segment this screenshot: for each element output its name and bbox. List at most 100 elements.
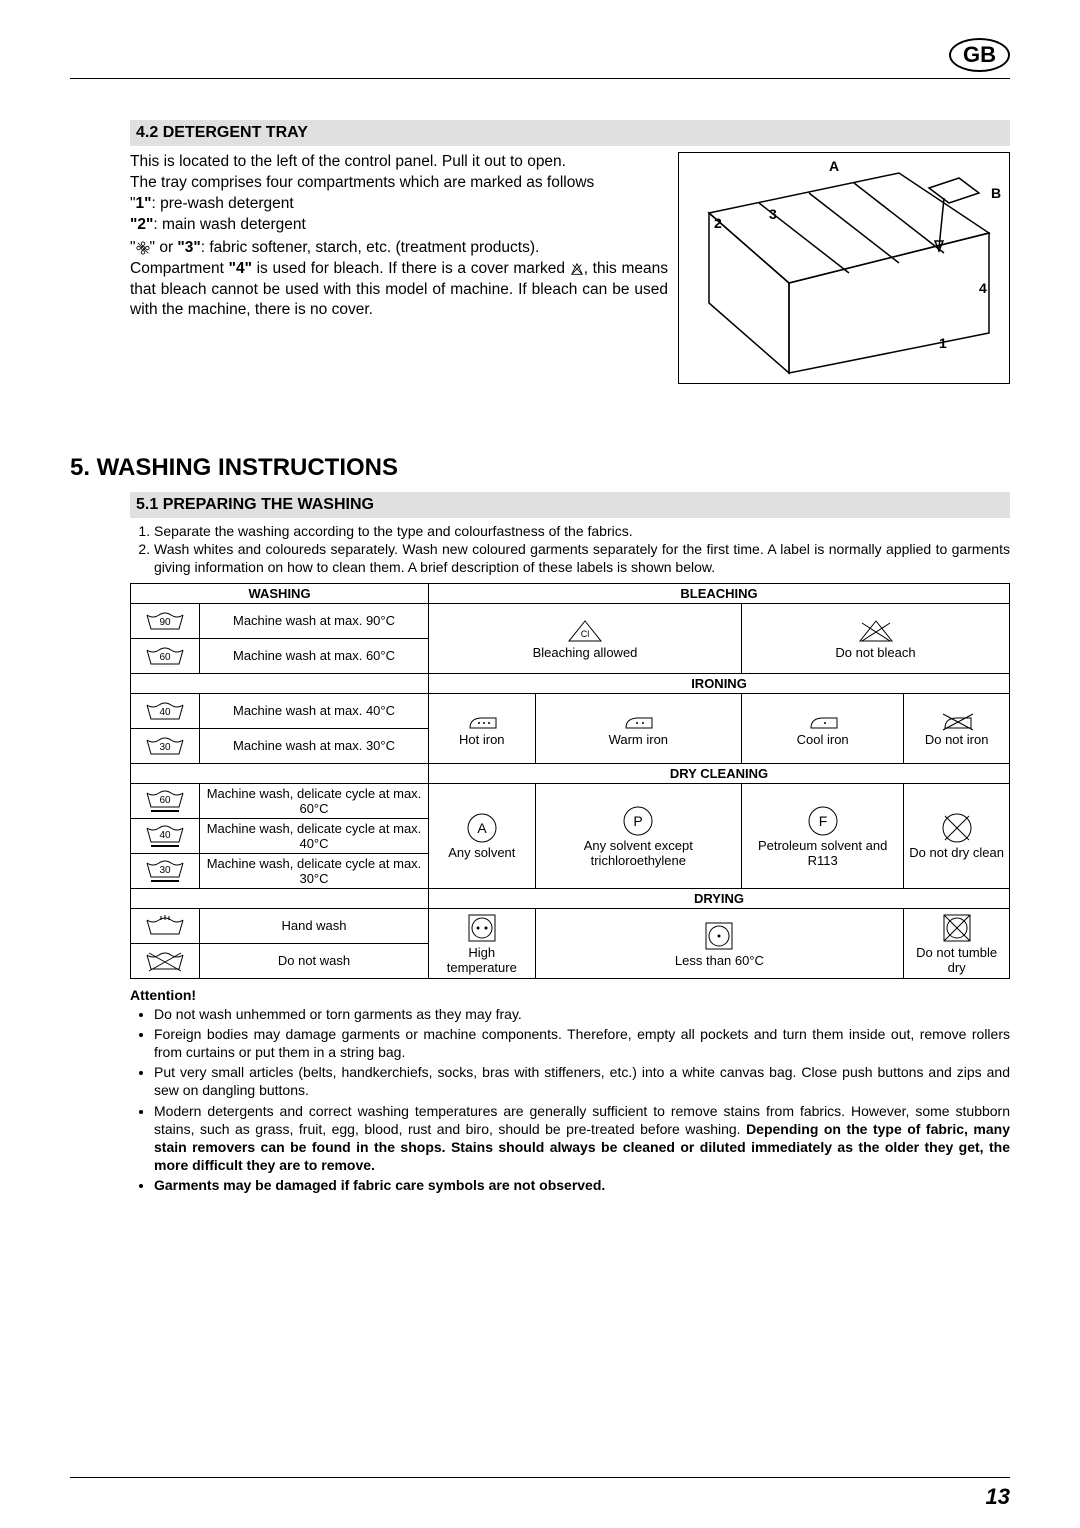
- sym-d60: 60: [131, 783, 200, 818]
- li2: "2": main wash detergent: [130, 215, 668, 236]
- spacer3: [131, 888, 429, 908]
- region-badge: GB: [949, 38, 1010, 72]
- three: "3": [177, 239, 200, 256]
- attention-block: Attention! Do not wash unhemmed or torn …: [130, 987, 1010, 1195]
- att-2: Foreign bodies may damage garments or ma…: [154, 1025, 1010, 1061]
- page-number: 13: [986, 1484, 1010, 1510]
- donottumble-label: Do not tumble dry: [908, 945, 1005, 975]
- anysolvent-cell: A Any solvent: [429, 783, 536, 888]
- att-5: Garments may be damaged if fabric care s…: [154, 1176, 1010, 1194]
- li3d: : fabric softener, starch, etc. (treatme…: [201, 239, 540, 256]
- donotbleach-cell: Do not bleach: [742, 603, 1010, 673]
- cooliron-label: Cool iron: [746, 732, 899, 747]
- hdr-washing: WASHING: [131, 583, 429, 603]
- warmiron-label: Warm iron: [540, 732, 737, 747]
- label-B: B: [991, 185, 1001, 201]
- prep-list: Separate the washing according to the ty…: [130, 522, 1010, 577]
- svg-text:F: F: [818, 813, 827, 829]
- svg-text:P: P: [634, 813, 643, 829]
- svg-text:30: 30: [159, 865, 171, 876]
- attention-list: Do not wash unhemmed or torn garments as…: [130, 1005, 1010, 1195]
- li3: "" or "3": fabric softener, starch, etc.…: [130, 238, 668, 259]
- bleach-allowed-label: Bleaching allowed: [433, 645, 737, 660]
- one: 1": [136, 195, 152, 212]
- attention-title: Attention!: [130, 987, 1010, 1003]
- sym-40: 40: [131, 693, 200, 728]
- sym-90: 90: [131, 603, 200, 638]
- svg-text:60: 60: [159, 652, 171, 663]
- sym-60: 60: [131, 638, 200, 673]
- content-area: 4.2 DETERGENT TRAY This is located to th…: [70, 120, 1010, 1194]
- sym-d30: 30: [131, 853, 200, 888]
- fsolvent-cell: F Petroleum solvent and R113: [742, 783, 904, 888]
- bottom-rule: [70, 1477, 1010, 1478]
- desc-d60: Machine wash, delicate cycle at max. 60°…: [200, 783, 429, 818]
- spacer: [131, 673, 429, 693]
- att-3: Put very small articles (belts, handkerc…: [154, 1063, 1010, 1099]
- svg-text:Cl: Cl: [581, 629, 590, 639]
- att-1: Do not wash unhemmed or torn garments as…: [154, 1005, 1010, 1023]
- two: "2": [130, 216, 153, 233]
- hdr-drying: DRYING: [429, 888, 1010, 908]
- page: GB 4.2 DETERGENT TRAY This is located to…: [0, 0, 1080, 1528]
- hotiron-label: Hot iron: [433, 732, 531, 747]
- p3c: is used for bleach. If there is a cover …: [252, 260, 570, 277]
- hdr-bleaching: BLEACHING: [429, 583, 1010, 603]
- p1: This is located to the left of the contr…: [130, 152, 668, 173]
- warm-iron-cell: Warm iron: [535, 693, 741, 763]
- psolvent-label: Any solvent except trichloroethylene: [540, 838, 737, 868]
- desc-90: Machine wash at max. 90°C: [200, 603, 429, 638]
- svg-text:40: 40: [159, 707, 171, 718]
- section-4-2-text: This is located to the left of the contr…: [130, 152, 668, 384]
- svg-text:40: 40: [159, 830, 171, 841]
- or: " or: [150, 239, 178, 256]
- lessthan60-cell: Less than 60°C: [535, 908, 904, 978]
- prep-1: Separate the washing according to the ty…: [154, 522, 1010, 540]
- sym-d40: 40: [131, 818, 200, 853]
- fsolvent-label: Petroleum solvent and R113: [746, 838, 899, 868]
- desc-d30: Machine wash, delicate cycle at max. 30°…: [200, 853, 429, 888]
- four: "4": [229, 260, 252, 277]
- sym-donotwash: [131, 943, 200, 978]
- spacer2: [131, 763, 429, 783]
- anysolvent-label: Any solvent: [433, 845, 531, 860]
- label-2: 2: [714, 215, 722, 231]
- donottumble-cell: Do not tumble dry: [904, 908, 1010, 978]
- label-4: 4: [979, 280, 987, 296]
- top-rule: [70, 78, 1010, 79]
- svg-text:A: A: [477, 820, 487, 836]
- prep-2: Wash whites and coloureds separately. Wa…: [154, 540, 1010, 576]
- section-5-1-title: 5.1 PREPARING THE WASHING: [130, 492, 1010, 518]
- p3: Compartment "4" is used for bleach. If t…: [130, 259, 668, 322]
- hightemp-label: High temperature: [433, 945, 531, 975]
- donotdryclean-label: Do not dry clean: [908, 845, 1005, 860]
- sym-30: 30: [131, 728, 200, 763]
- svg-text:30: 30: [159, 742, 171, 753]
- desc-30: Machine wash at max. 30°C: [200, 728, 429, 763]
- donotiron-label: Do not iron: [908, 732, 1005, 747]
- desc-hand: Hand wash: [200, 908, 429, 943]
- att-5b: Garments may be damaged if fabric care s…: [154, 1177, 605, 1193]
- sym-hand: [131, 908, 200, 943]
- detergent-tray-diagram: A B 2 3 4 1: [678, 152, 1010, 384]
- section-5-heading: 5. WASHING INSTRUCTIONS: [70, 454, 1010, 482]
- p2: The tray comprises four compartments whi…: [130, 173, 668, 194]
- donotbleach-label: Do not bleach: [746, 645, 1005, 660]
- desc-d40: Machine wash, delicate cycle at max. 40°…: [200, 818, 429, 853]
- hdr-drycleaning: DRY CLEANING: [429, 763, 1010, 783]
- li1: "1": pre-wash detergent: [130, 194, 668, 215]
- psolvent-cell: P Any solvent except trichloroethylene: [535, 783, 741, 888]
- cool-iron-cell: Cool iron: [742, 693, 904, 763]
- att-4: Modern detergents and correct washing te…: [154, 1102, 1010, 1175]
- no-bleach-icon: [570, 262, 584, 276]
- flower-icon: [136, 241, 150, 255]
- li2b: : main wash detergent: [153, 216, 306, 233]
- svg-text:90: 90: [159, 617, 171, 628]
- li1c: : pre-wash detergent: [152, 195, 294, 212]
- desc-donotwash: Do not wash: [200, 943, 429, 978]
- label-A: A: [829, 158, 839, 174]
- label-1: 1: [939, 335, 947, 351]
- bleach-allowed-cell: Cl Bleaching allowed: [429, 603, 742, 673]
- donotdryclean-cell: Do not dry clean: [904, 783, 1010, 888]
- svg-text:60: 60: [159, 795, 171, 806]
